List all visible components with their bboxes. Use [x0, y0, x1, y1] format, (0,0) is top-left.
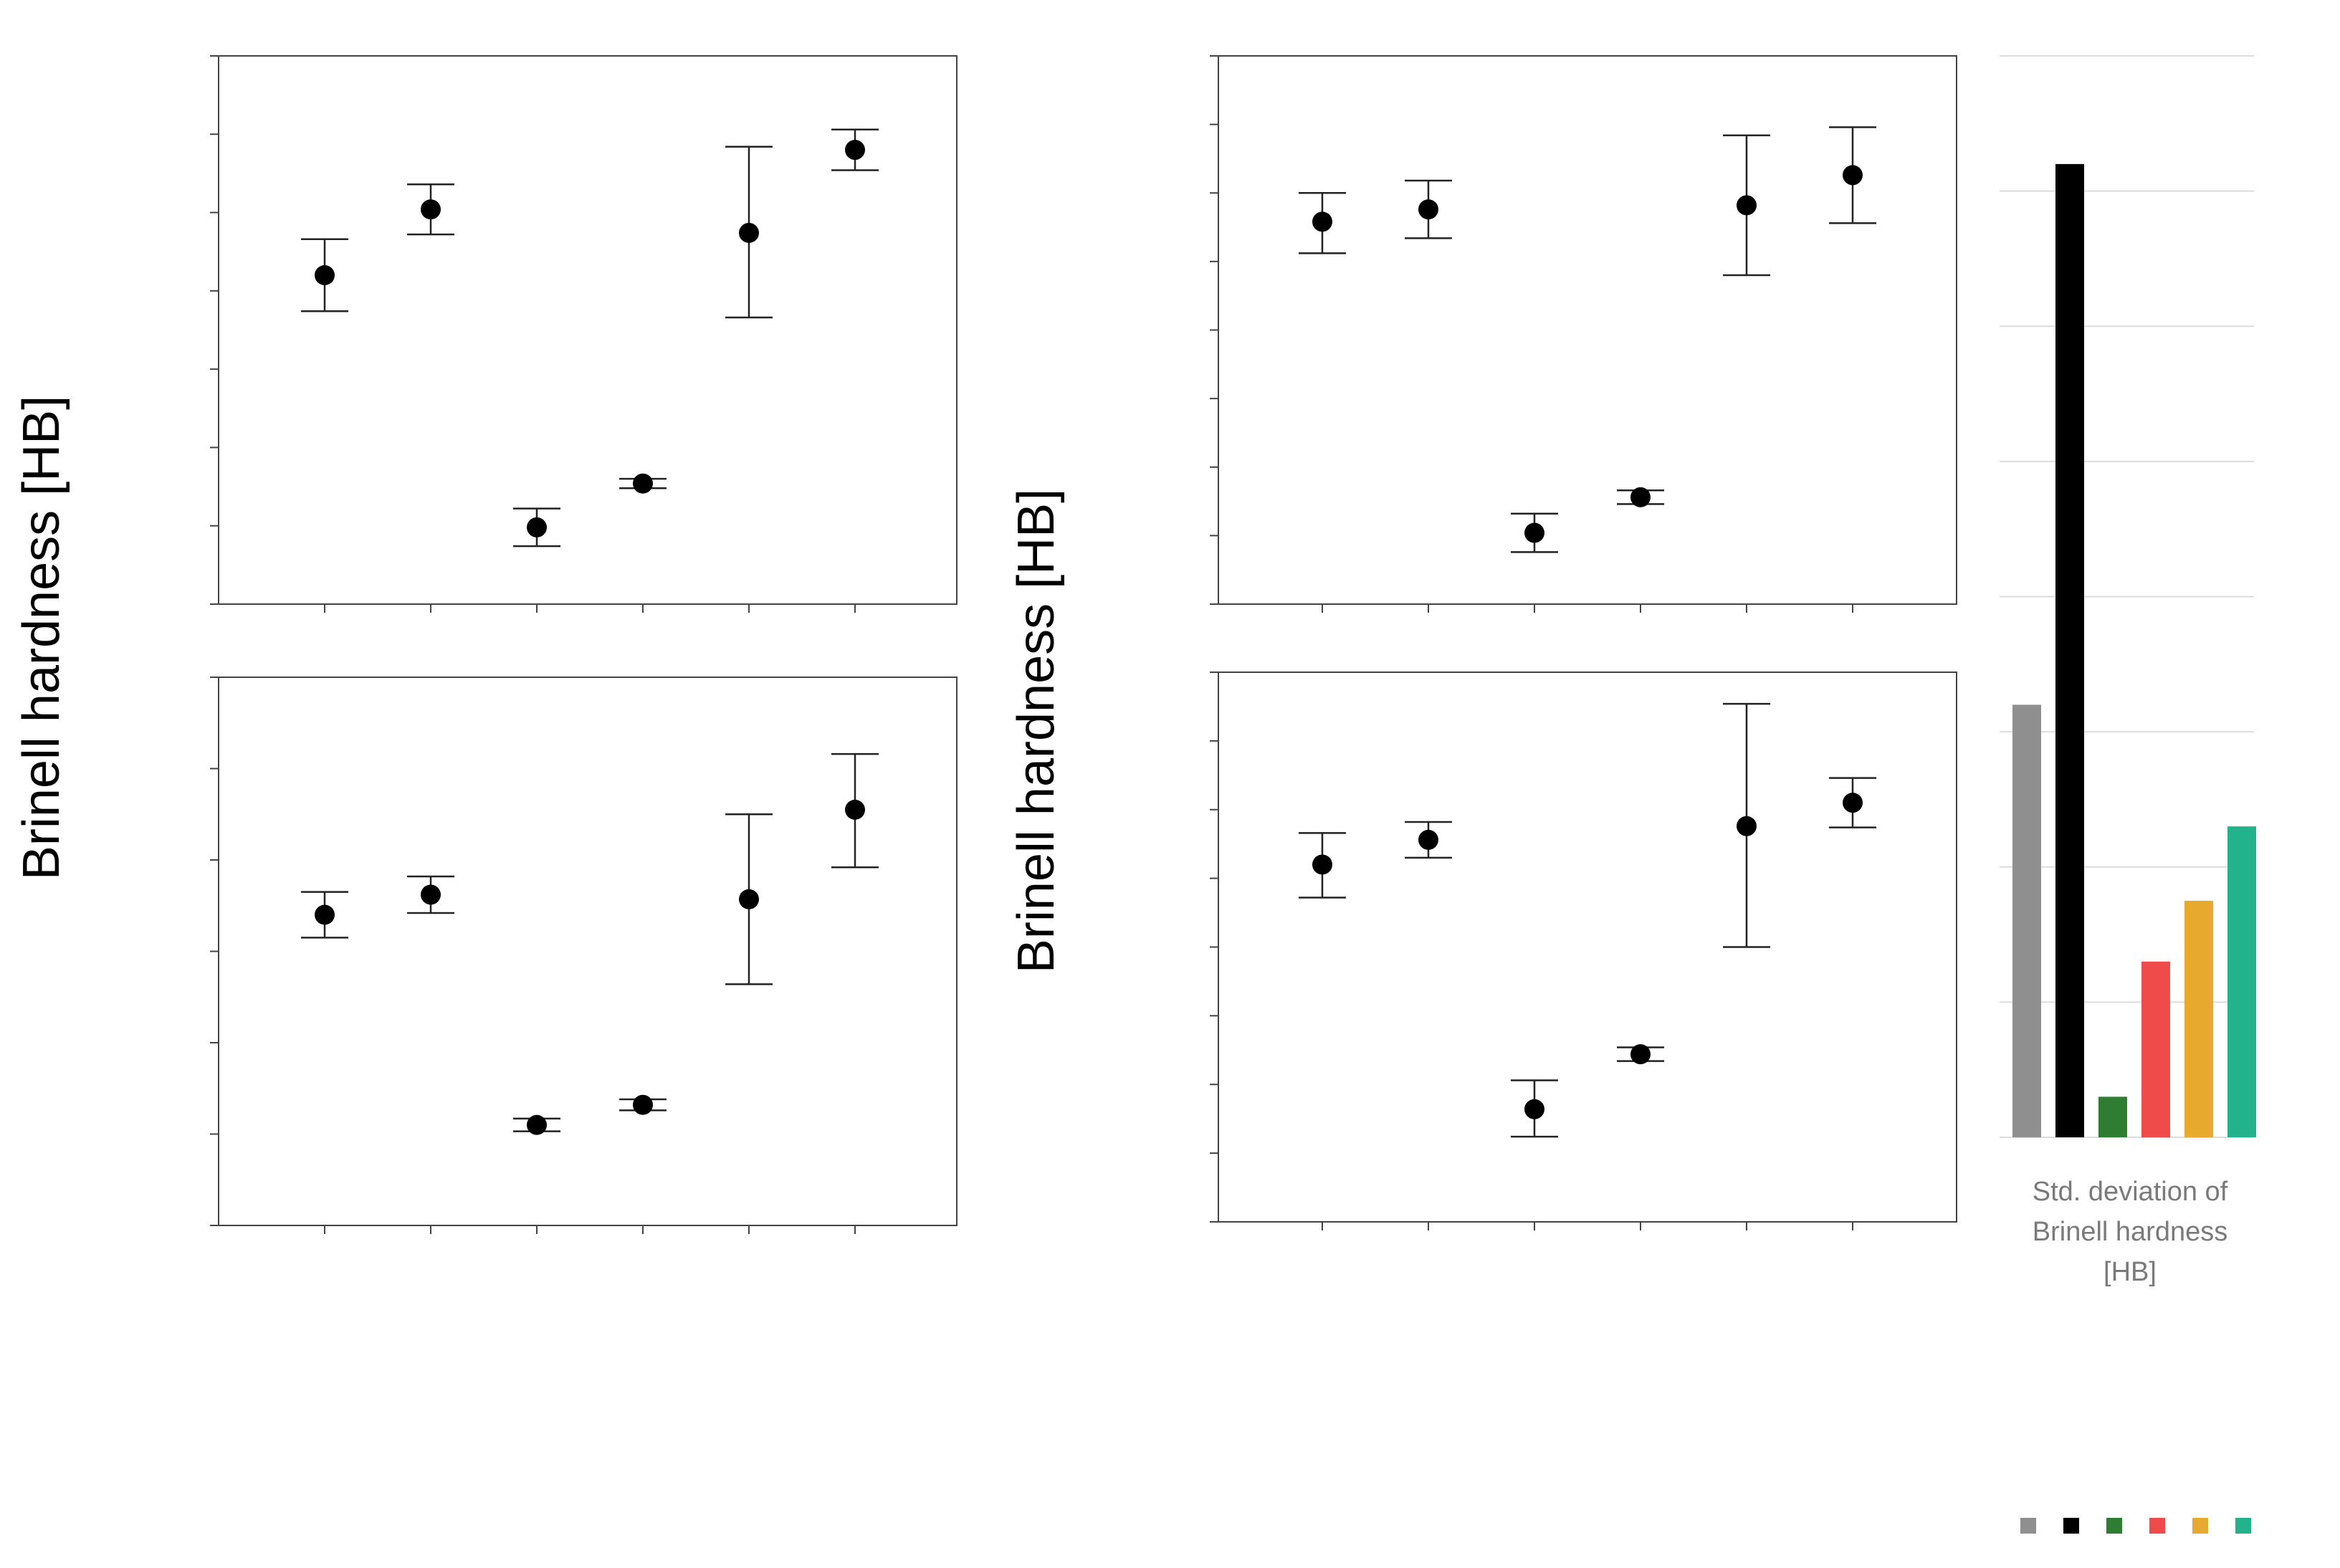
data-point: [1312, 854, 1332, 875]
legend-swatch: [2235, 1518, 2251, 1534]
data-point: [739, 889, 759, 909]
std-bar: [2055, 163, 2084, 1137]
std-x-axis-label-line: Std. deviation of: [2033, 1177, 2228, 1207]
std-x-axis-label-line: Brinell hardness: [2033, 1217, 2227, 1247]
panel-reference: [210, 55, 958, 613]
std-bar: [2141, 961, 2170, 1137]
data-point: [845, 140, 865, 161]
data-point: [1737, 816, 1757, 836]
data-point: [315, 904, 335, 925]
std-bar: [2184, 900, 2213, 1137]
data-point: [1312, 211, 1332, 232]
data-point: [315, 265, 335, 285]
legend-entry: [2235, 1518, 2251, 1534]
legend-swatch: [2020, 1518, 2036, 1534]
data-point: [1418, 199, 1438, 220]
data-point: [845, 799, 865, 820]
left-y-axis-label: Brinell hardness [HB]: [13, 396, 70, 880]
legend-swatch: [2149, 1518, 2165, 1534]
data-point: [1524, 1099, 1544, 1119]
data-point: [739, 222, 759, 243]
data-point: [527, 1114, 547, 1135]
data-point: [1843, 793, 1863, 813]
data-point: [633, 1094, 653, 1115]
panel-mk10: [210, 677, 958, 1234]
data-point: [421, 884, 441, 905]
data-point: [633, 473, 653, 494]
legend-swatch: [2063, 1518, 2079, 1534]
std-x-axis-label: Std. deviation of Brinell hardness [HB]: [2033, 1177, 2228, 1287]
panel-cp10: [1210, 671, 1957, 1230]
legend-entry: [2192, 1518, 2208, 1534]
data-point: [1630, 1044, 1651, 1065]
plot-frame: [218, 55, 958, 605]
data-point: [1843, 165, 1863, 186]
legend-swatch: [2106, 1518, 2122, 1534]
data-point: [421, 199, 441, 220]
data-point: [527, 517, 547, 537]
legend-swatch: [2192, 1518, 2208, 1534]
legend-entry: [2020, 1518, 2036, 1534]
std-bar: [2098, 1096, 2127, 1137]
panel-y10: [1210, 55, 1957, 613]
data-point: [1737, 195, 1757, 216]
data-point: [1418, 829, 1438, 850]
data-point: [1524, 522, 1544, 543]
data-point: [1630, 487, 1651, 507]
std-bar: [2012, 704, 2041, 1137]
legend-entry: [2149, 1518, 2165, 1534]
legend-entry: [2063, 1518, 2079, 1534]
legend-entry: [2106, 1518, 2122, 1534]
std-x-axis-label-line: [HB]: [2103, 1257, 2157, 1287]
right-y-axis-label: Brinell hardness [HB]: [1008, 489, 1065, 973]
std-bar: [2227, 826, 2256, 1137]
